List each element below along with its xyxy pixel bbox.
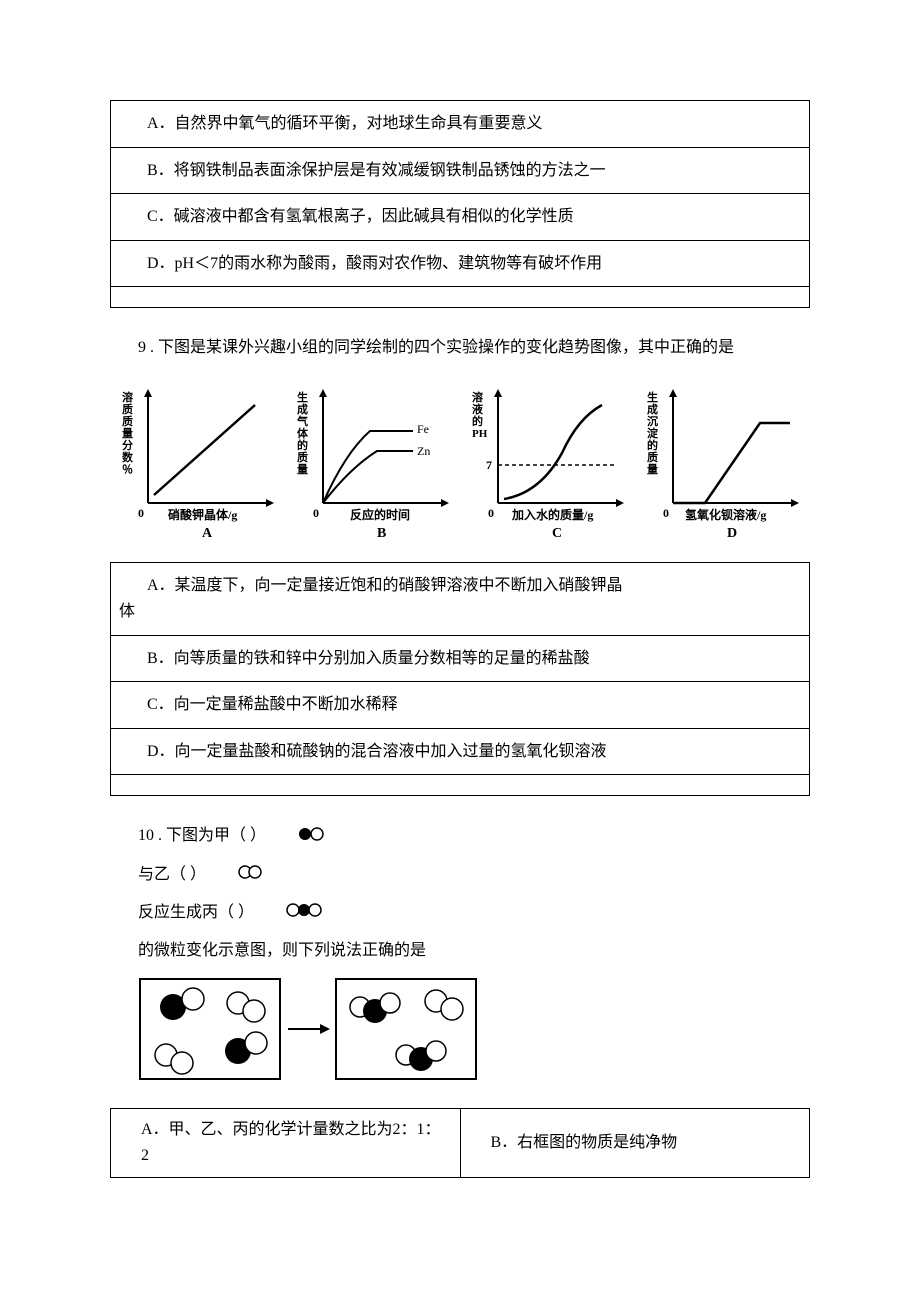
- svg-text:淀: 淀: [647, 426, 659, 440]
- svg-text:生: 生: [297, 390, 308, 404]
- svg-text:成: 成: [647, 402, 658, 416]
- q9-option-d: D．向一定量盐酸和硫酸钠的混合溶液中加入过量的氢氧化钡溶液: [111, 728, 810, 775]
- svg-text:生: 生: [647, 390, 658, 404]
- chart-d-caption: D: [727, 526, 737, 541]
- jia-particle-icon: [270, 821, 324, 853]
- q10-line3: 反应生成丙（ ）: [110, 897, 810, 929]
- svg-text:分: 分: [122, 438, 133, 452]
- svg-text:0: 0: [313, 506, 319, 520]
- svg-text:沉: 沉: [647, 414, 658, 428]
- chart-b-xlabel: 反应的时间: [350, 507, 410, 522]
- q10-line1-text: 10 . 下图为甲（ ）: [138, 827, 266, 844]
- svg-text:7: 7: [486, 458, 492, 472]
- chart-b-caption: B: [377, 526, 386, 541]
- q9-option-b: B．向等质量的铁和锌中分别加入质量分数相等的足量的稀盐酸: [111, 635, 810, 682]
- svg-text:0: 0: [138, 506, 144, 520]
- svg-text:溶: 溶: [122, 390, 133, 404]
- q8-option-d: D．pH＜7的雨水称为酸雨，酸雨对农作物、建筑物等有破坏作用: [111, 240, 810, 287]
- q9-stem: 9 . 下图是某课外兴趣小组的同学绘制的四个实验操作的变化趋势图像，其中正确的是: [110, 332, 810, 364]
- svg-text:0: 0: [663, 506, 669, 520]
- q10-diagram: [138, 977, 810, 1092]
- svg-text:量: 量: [122, 427, 133, 440]
- q9-empty-row: [111, 775, 810, 796]
- q9-charts: 溶质质 量分数％ 0 硝酸钾晶体/g A 生成气 体的质量: [110, 378, 810, 548]
- svg-text:Zn: Zn: [417, 444, 430, 458]
- svg-text:成: 成: [297, 402, 308, 416]
- chart-d-xlabel: 氢氧化钡溶液/g: [685, 507, 766, 522]
- chart-c-caption: C: [552, 526, 562, 541]
- bing-particle-icon: [258, 897, 322, 929]
- q9-option-a: A．某温度下，向一定量接近饱和的硝酸钾溶液中不断加入硝酸钾晶体: [111, 563, 810, 635]
- q9-options-table: A．某温度下，向一定量接近饱和的硝酸钾溶液中不断加入硝酸钾晶体 B．向等质量的铁…: [110, 562, 810, 796]
- svg-text:％: ％: [122, 463, 133, 476]
- svg-text:Fe: Fe: [417, 422, 429, 436]
- q10-option-b: B．右框图的物质是纯净物: [460, 1109, 810, 1177]
- svg-text:体: 体: [297, 426, 309, 440]
- svg-text:PH: PH: [472, 428, 488, 440]
- q10-line2: 与乙（ ）: [110, 859, 810, 891]
- svg-text:质: 质: [297, 450, 308, 464]
- q9-option-c: C．向一定量稀盐酸中不断加水稀释: [111, 682, 810, 729]
- chart-a-xlabel: 硝酸钾晶体/g: [168, 507, 237, 522]
- q9-charts-svg: 溶质质 量分数％ 0 硝酸钾晶体/g A 生成气 体的质量: [110, 378, 810, 548]
- svg-text:质: 质: [647, 450, 658, 464]
- chart-a-caption: A: [202, 526, 213, 541]
- svg-text:0: 0: [488, 506, 494, 520]
- q8-option-c: C．碱溶液中都含有氢氧根离子，因此碱具有相似的化学性质: [111, 194, 810, 241]
- q10-options-table: A．甲、乙、丙的化学计量数之比为2：1： 2 B．右框图的物质是纯净物: [110, 1108, 810, 1177]
- svg-text:溶: 溶: [472, 390, 483, 404]
- yi-particle-icon: [210, 859, 264, 891]
- svg-text:的: 的: [647, 438, 658, 452]
- svg-text:的: 的: [297, 438, 308, 452]
- q10-line3-text: 反应生成丙（ ）: [138, 904, 254, 921]
- svg-text:的: 的: [472, 414, 483, 428]
- svg-text:质: 质: [122, 414, 133, 428]
- q8-empty-row: [111, 287, 810, 308]
- svg-text:量: 量: [297, 463, 308, 476]
- q10-line2-text: 与乙（ ）: [138, 866, 206, 883]
- svg-text:气: 气: [296, 414, 308, 428]
- svg-text:质: 质: [122, 402, 133, 416]
- q10-line1: 10 . 下图为甲（ ）: [110, 820, 810, 852]
- chart-c-xlabel: 加入水的质量/g: [511, 507, 593, 522]
- q10-line4: 的微粒变化示意图，则下列说法正确的是: [110, 935, 810, 967]
- q10-option-a: A．甲、乙、丙的化学计量数之比为2：1： 2: [111, 1109, 461, 1177]
- q8-option-a: A．自然界中氧气的循环平衡，对地球生命具有重要意义: [111, 101, 810, 148]
- svg-text:液: 液: [472, 402, 484, 416]
- q8-option-b: B．将钢铁制品表面涂保护层是有效减缓钢铁制品锈蚀的方法之一: [111, 147, 810, 194]
- svg-text:数: 数: [122, 450, 134, 464]
- svg-text:量: 量: [647, 463, 658, 476]
- q8-options-table: A．自然界中氧气的循环平衡，对地球生命具有重要意义 B．将钢铁制品表面涂保护层是…: [110, 100, 810, 308]
